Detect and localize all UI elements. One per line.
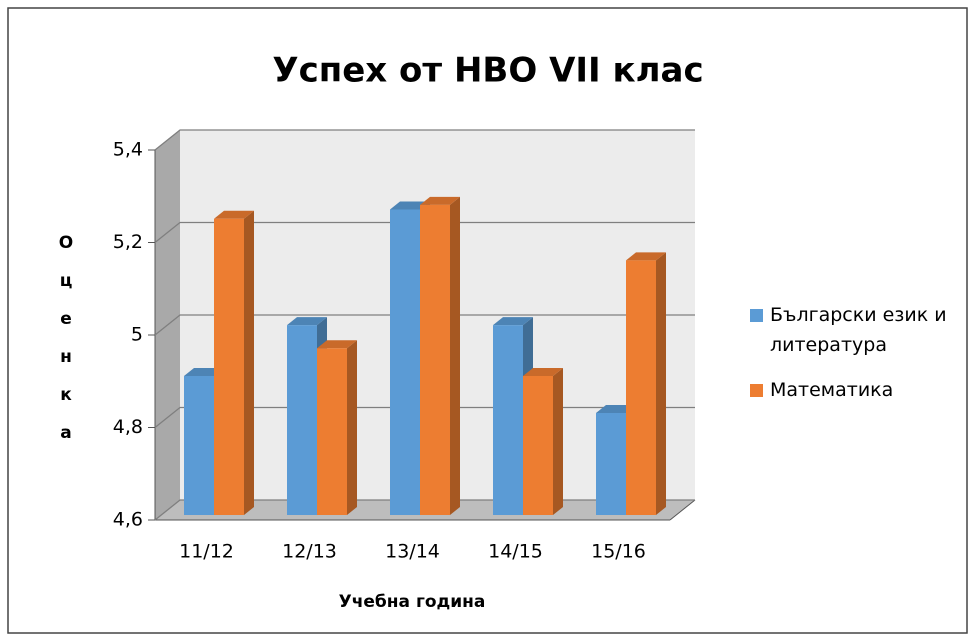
bar: [596, 413, 626, 515]
bar-top: [317, 340, 357, 349]
legend-label: Български език и литература: [770, 304, 947, 356]
x-tick-label: 13/14: [385, 541, 440, 563]
bar: [317, 348, 347, 515]
bar-side: [347, 340, 357, 515]
y-axis-label: Оценка: [58, 233, 74, 443]
bar-top: [214, 210, 254, 219]
bar-top: [523, 368, 563, 376]
bar: [626, 260, 656, 515]
bar: [493, 325, 523, 515]
bar: [214, 218, 244, 515]
y-tick-label: 5,4: [113, 139, 143, 161]
bar-side: [656, 252, 666, 515]
bar-top: [287, 317, 327, 326]
bar-top: [626, 252, 666, 261]
bar-top: [420, 196, 460, 205]
grid-line: [154, 129, 695, 151]
x-axis-label: Учебна година: [339, 592, 486, 612]
bar-side: [450, 196, 460, 515]
bar: [390, 209, 420, 515]
bar-side: [244, 210, 254, 515]
x-tick-label: 12/13: [282, 541, 337, 563]
y-tick-label: 5: [131, 324, 143, 346]
bar: [287, 325, 317, 515]
legend-swatch: [750, 384, 763, 397]
grid-line: [154, 314, 695, 336]
bar-top: [493, 317, 533, 326]
bar: [184, 376, 214, 515]
x-tick-label: 14/15: [488, 541, 543, 563]
x-tick-label: 11/12: [179, 541, 234, 563]
chart-title: Успех от НВО VII клас: [272, 51, 703, 91]
y-tick-label: 5,2: [113, 231, 143, 253]
bar-side: [553, 368, 563, 515]
x-tick-label: 15/16: [591, 541, 646, 563]
y-tick-label: 4,8: [113, 416, 143, 438]
bar: [420, 204, 450, 515]
y-tick-label: 4,6: [113, 509, 143, 531]
bar: [523, 376, 553, 515]
legend-swatch: [750, 309, 763, 322]
axis-edge: [669, 499, 696, 521]
legend-label: Математика: [770, 379, 894, 401]
grid-line: [154, 221, 695, 244]
